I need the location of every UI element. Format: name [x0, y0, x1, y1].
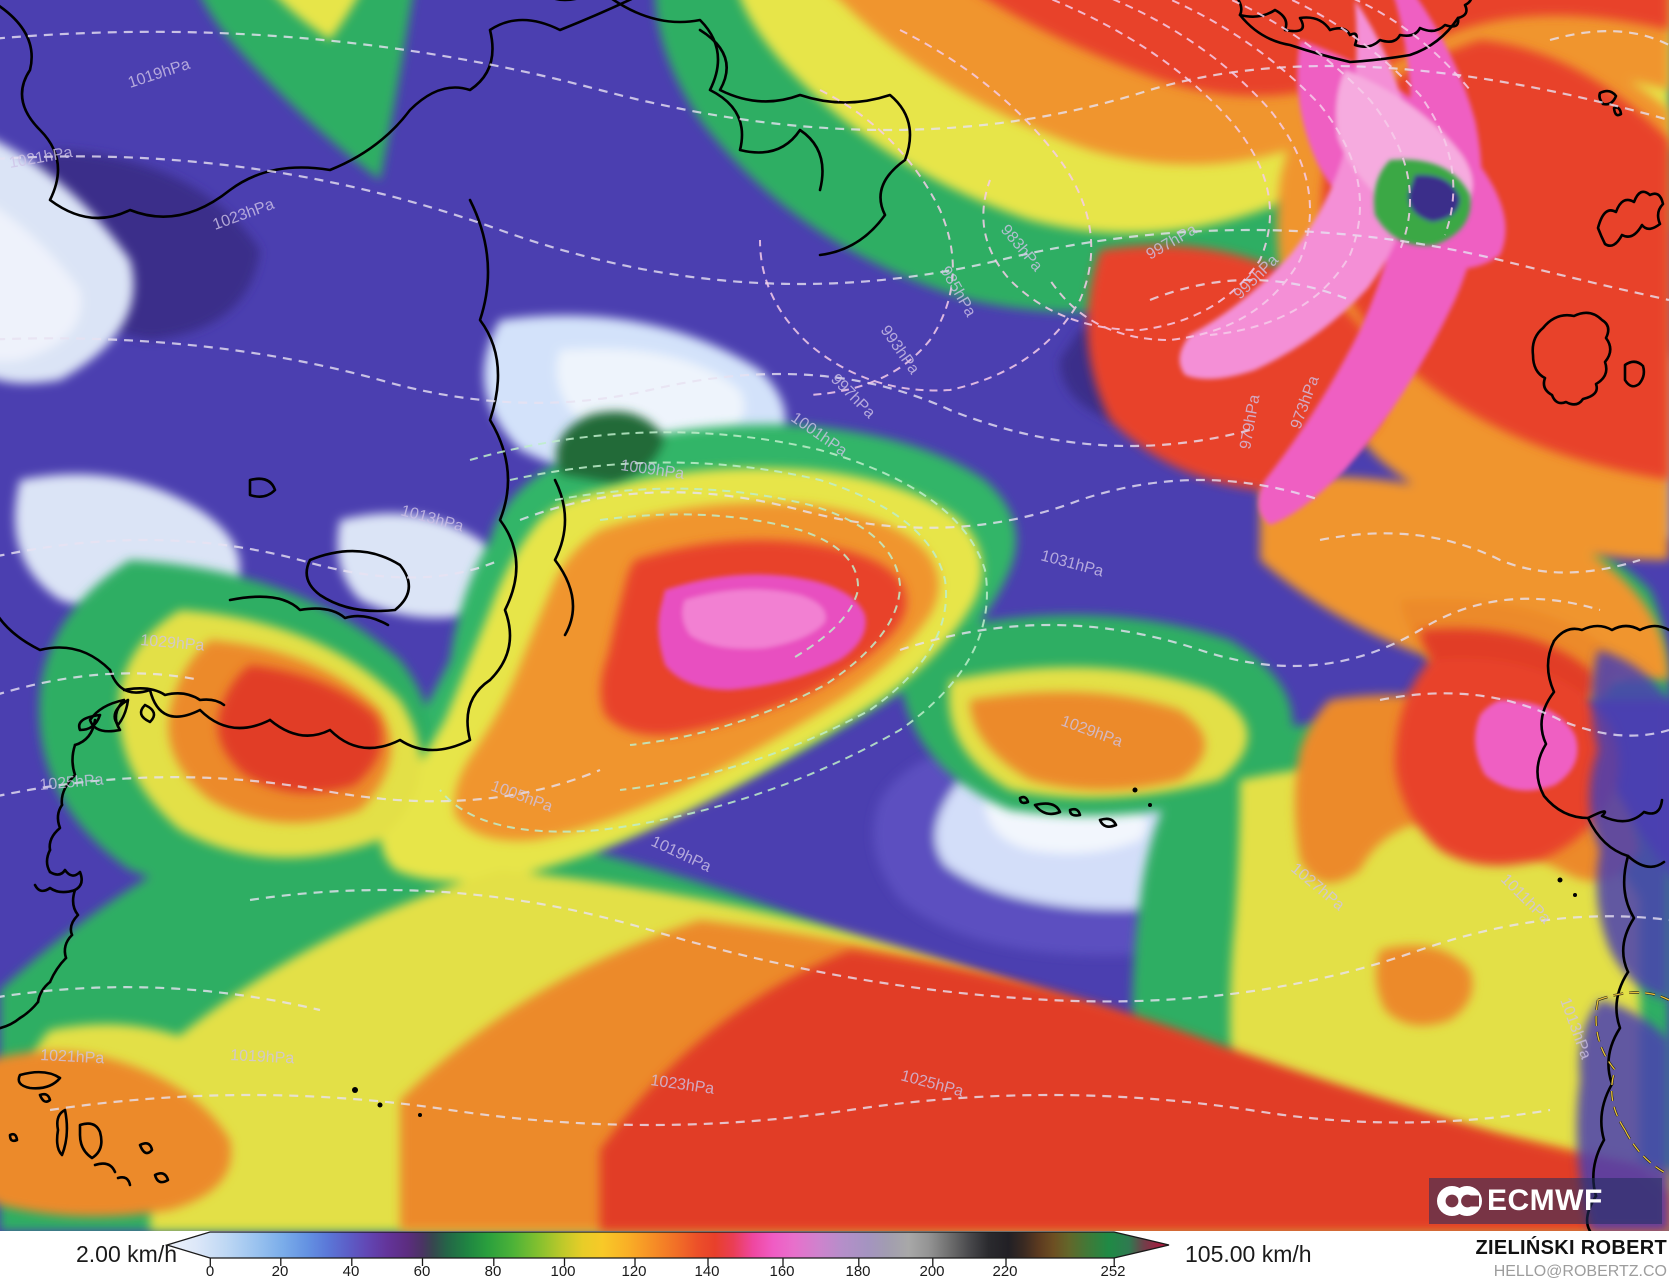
svg-text:1019hPa: 1019hPa: [230, 1047, 295, 1067]
svg-text:1021hPa: 1021hPa: [40, 1047, 105, 1067]
